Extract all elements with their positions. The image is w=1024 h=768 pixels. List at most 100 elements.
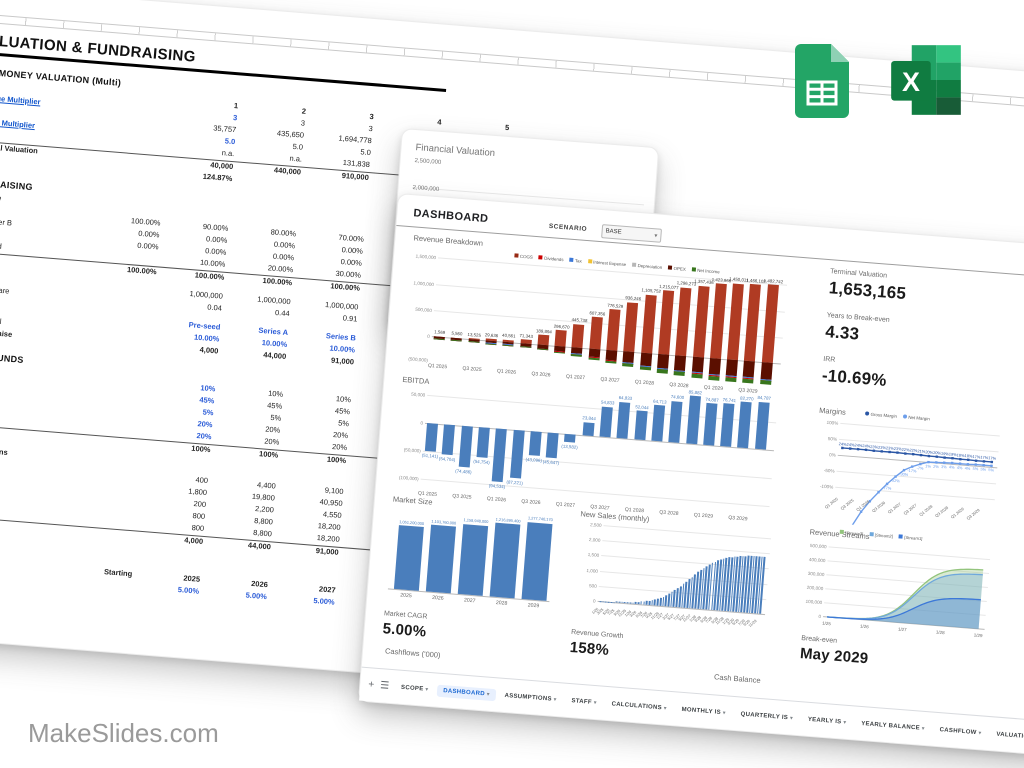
stacked-bar-segment	[674, 355, 687, 371]
svg-text:1/25: 1/25	[822, 621, 832, 627]
add-sheet-button[interactable]: +	[367, 679, 375, 691]
scenario-dropdown[interactable]: BASE ▾	[601, 224, 663, 243]
table-cell	[90, 256, 158, 261]
y-tick-label: 1,000	[586, 567, 599, 574]
revenue-breakdown-chart: 1,500,000 1,000,000 500,000 0 (500,000) 1,569…	[401, 253, 787, 404]
svg-text:0: 0	[818, 614, 821, 619]
legend-swatch	[587, 259, 592, 264]
svg-text:23%: 23%	[878, 445, 887, 451]
bar-label: (45,647)	[542, 459, 560, 466]
ebitda-bar	[476, 427, 490, 459]
new-sales-chart: 2,500 2,000 1,500 1,000 500 0 1/25 3/25 5/25 7/25…	[567, 519, 772, 642]
market-size-bar	[457, 523, 489, 596]
table-cell	[78, 404, 146, 409]
chevron-down-icon: ▾	[593, 699, 597, 706]
tab-dashboard[interactable]: DASHBOARD ▾	[436, 684, 497, 701]
tab-monthly-is[interactable]: MONTHLY IS ▾	[681, 706, 726, 716]
table-cell	[79, 392, 147, 397]
market-size-chart: 1,051,200,000 2025 1,103,760,000 2026 1,158,…	[383, 504, 560, 617]
svg-text:Q1 2028: Q1 2028	[918, 503, 934, 517]
svg-text:17%: 17%	[972, 454, 981, 460]
stacked-bar-segment	[673, 371, 685, 376]
tab-calculations[interactable]: CALCULATIONS ▾	[611, 700, 667, 712]
svg-text:2%: 2%	[933, 464, 940, 469]
table-cell	[77, 416, 145, 421]
table-cell	[97, 170, 165, 175]
table-cell	[71, 484, 139, 489]
legend-item: OPEX	[668, 265, 686, 272]
stacked-bar-segment	[468, 341, 480, 343]
svg-text:22%: 22%	[902, 447, 911, 453]
svg-text:X: X	[902, 67, 920, 97]
table-cell	[69, 508, 137, 513]
tab-assumptions[interactable]: ASSUMPTIONS ▾	[504, 692, 557, 703]
legend-item: Interest Expense	[587, 259, 626, 267]
stacked-bar	[727, 283, 744, 361]
chevron-down-icon: ▾	[654, 232, 658, 239]
table-cell	[161, 214, 229, 219]
stacked-bar	[623, 302, 639, 353]
stacked-bar	[589, 316, 603, 350]
ebitda-bar	[754, 401, 770, 450]
table-cell	[63, 583, 131, 588]
svg-text:3%: 3%	[941, 464, 948, 469]
legend-swatch	[902, 414, 908, 419]
tab-valuation[interactable]: VALUATION▾	[996, 731, 1024, 740]
svg-text:4%: 4%	[965, 466, 972, 471]
x-tick-label: 2025	[399, 592, 412, 600]
scenario-label: SCENARIO	[548, 222, 588, 233]
svg-text:4%: 4%	[957, 465, 964, 470]
tab-scope[interactable]: SCOPE ▾	[400, 684, 429, 693]
chevron-down-icon: ▾	[843, 719, 847, 726]
svg-text:Q3 2028: Q3 2028	[934, 505, 950, 519]
tab-quarterly-is[interactable]: QUARTERLY IS ▾	[740, 710, 794, 722]
svg-text:100,000: 100,000	[805, 599, 822, 605]
x-tick-label: Q1 2026	[496, 368, 517, 376]
x-tick-label: Q1 2027	[565, 373, 586, 382]
svg-text:-30%: -30%	[899, 471, 909, 477]
table-cell	[93, 208, 161, 213]
table-cell	[100, 133, 168, 138]
stacked-bar-segment	[742, 378, 754, 384]
tab-staff[interactable]: STAFF ▾	[571, 697, 597, 706]
ebitda-bar	[599, 406, 613, 438]
svg-text:5%: 5%	[980, 466, 987, 471]
x-tick-label: Q3 2027	[600, 376, 620, 384]
y-tick-label: 2,000	[588, 537, 601, 544]
y-tick-label: 2,500,000	[414, 158, 442, 167]
chevron-down-icon: ▾	[486, 691, 490, 698]
tab-yearly-is[interactable]: YEARLY IS ▾	[807, 716, 847, 726]
svg-text:17%: 17%	[988, 455, 997, 461]
legend-swatch	[668, 265, 673, 270]
kpi-terminal-valuation-value: 1,653,165	[828, 278, 907, 304]
ebitda-bar	[564, 433, 576, 443]
svg-text:Q3 2026: Q3 2026	[871, 500, 887, 514]
market-size-bar	[521, 521, 553, 601]
svg-text:-7%: -7%	[916, 465, 924, 471]
svg-text:18%: 18%	[964, 453, 973, 459]
table-cell	[209, 471, 277, 476]
svg-text:24%: 24%	[854, 442, 863, 448]
svg-text:-100%: -100%	[820, 484, 834, 490]
legend-swatch	[538, 255, 543, 260]
kpi-irr-value: -10.69%	[821, 365, 888, 390]
tab-yearly-balance[interactable]: YEARLY BALANCE ▾	[860, 720, 925, 732]
stacked-bar-segment	[622, 351, 635, 364]
cashflows-label: Cashflows ('000)	[384, 646, 441, 660]
svg-text:4%: 4%	[949, 464, 956, 469]
x-tick-label: Q1 2026	[486, 495, 507, 504]
table-cell	[277, 477, 345, 482]
svg-text:21%: 21%	[917, 448, 926, 454]
stacked-bar-segment	[502, 344, 514, 346]
all-sheets-menu-icon[interactable]: ☰	[379, 680, 390, 692]
svg-text:Q1 2025: Q1 2025	[824, 496, 840, 510]
y-tick-label: 2,000,000	[412, 184, 440, 193]
svg-text:1/26: 1/26	[860, 624, 870, 630]
tab-cashflow[interactable]: CASHFLOW ▾	[939, 726, 982, 736]
table-cell	[86, 300, 154, 305]
stacked-bar-segment	[605, 360, 617, 364]
stacked-bar-segment	[656, 353, 670, 369]
svg-text:17%: 17%	[980, 455, 989, 461]
kpi-market-cagr-value: 5.00%	[382, 620, 427, 641]
x-tick-label: 2027	[463, 597, 476, 605]
